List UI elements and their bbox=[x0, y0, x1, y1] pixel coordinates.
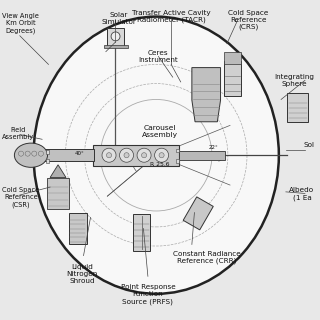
Text: Liquid
Nitrogen
Shroud: Liquid Nitrogen Shroud bbox=[66, 264, 98, 284]
Ellipse shape bbox=[14, 143, 48, 167]
Bar bbox=[224, 52, 241, 64]
Text: Cold Space
Reference
(CSR): Cold Space Reference (CSR) bbox=[2, 187, 40, 208]
Circle shape bbox=[120, 148, 133, 162]
Text: Sol: Sol bbox=[304, 142, 315, 148]
Bar bbox=[107, 28, 124, 47]
Circle shape bbox=[137, 148, 151, 162]
Text: Constant Radiance
Reference (CRR): Constant Radiance Reference (CRR) bbox=[173, 251, 241, 264]
Text: Field
Assembly: Field Assembly bbox=[2, 126, 35, 140]
Circle shape bbox=[111, 32, 120, 41]
Bar bbox=[287, 93, 308, 122]
Bar bbox=[93, 145, 179, 166]
Bar bbox=[176, 159, 179, 163]
Polygon shape bbox=[50, 165, 66, 178]
Text: Solar
Simulator: Solar Simulator bbox=[101, 12, 136, 25]
Text: Albedo
(1 Ea: Albedo (1 Ea bbox=[289, 187, 315, 201]
Text: Point Response
Function
Source (PRFS): Point Response Function Source (PRFS) bbox=[121, 284, 175, 305]
Circle shape bbox=[124, 153, 129, 158]
Bar bbox=[133, 214, 150, 251]
Text: Ceres
Instrument: Ceres Instrument bbox=[139, 50, 178, 63]
Circle shape bbox=[155, 148, 169, 162]
Text: Carousel
Assembly: Carousel Assembly bbox=[142, 125, 178, 138]
Text: Integrating
Sphere: Integrating Sphere bbox=[275, 74, 315, 87]
Circle shape bbox=[102, 148, 116, 162]
Text: R 25.6: R 25.6 bbox=[150, 162, 170, 167]
Bar bbox=[47, 178, 69, 209]
Polygon shape bbox=[192, 68, 220, 122]
Text: Transfer Active Cavity
Radiometer (TACR): Transfer Active Cavity Radiometer (TACR) bbox=[132, 10, 211, 23]
Circle shape bbox=[107, 153, 112, 158]
Circle shape bbox=[159, 153, 164, 158]
Text: View Angle
Km Orbit
Degrees): View Angle Km Orbit Degrees) bbox=[2, 13, 39, 34]
Bar bbox=[176, 149, 179, 152]
Bar bbox=[104, 45, 127, 48]
Circle shape bbox=[141, 153, 147, 158]
Polygon shape bbox=[183, 197, 213, 230]
Text: 40°: 40° bbox=[75, 151, 84, 156]
Bar bbox=[224, 61, 241, 96]
Bar bbox=[46, 150, 50, 154]
Bar bbox=[69, 212, 87, 244]
Text: 22°: 22° bbox=[209, 145, 219, 150]
Bar bbox=[179, 151, 225, 160]
Bar bbox=[46, 159, 50, 163]
Text: Cold Space
Reference
(CRS): Cold Space Reference (CRS) bbox=[228, 10, 269, 30]
Bar bbox=[34, 149, 94, 161]
Ellipse shape bbox=[34, 17, 279, 294]
